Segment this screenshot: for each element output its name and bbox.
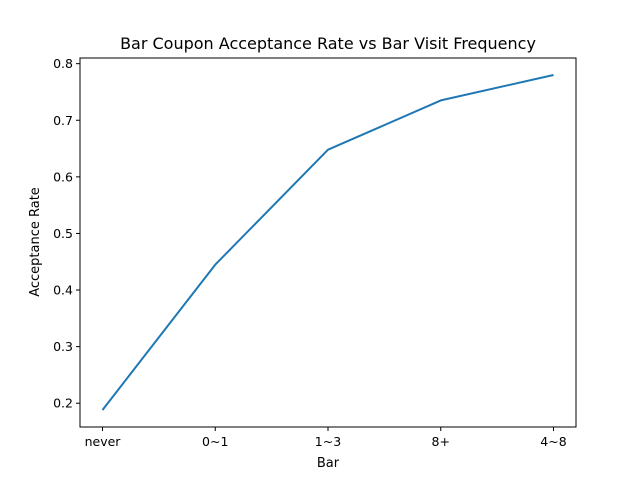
series-layer <box>101 74 554 411</box>
y-tick-label: 0.6 <box>53 169 73 184</box>
x-tick-label: 4~8 <box>540 434 566 449</box>
x-tick-label: 1~3 <box>315 434 341 449</box>
x-axis-label: Bar <box>317 456 340 471</box>
x-tick-label: 8+ <box>432 434 450 449</box>
y-tick-label: 0.7 <box>53 113 73 128</box>
y-tick-label: 0.5 <box>53 226 73 241</box>
y-axis: 0.2 0.3 0.4 0.5 0.6 0.7 0.8 <box>53 56 80 411</box>
plot-area <box>79 57 577 428</box>
y-tick-label: 0.2 <box>53 396 73 411</box>
series-line <box>101 74 554 411</box>
x-axis: never 0~1 1~3 8+ 4~8 <box>85 427 567 449</box>
chart-title: Bar Coupon Acceptance Rate vs Bar Visit … <box>120 34 536 53</box>
y-tick-label: 0.4 <box>53 283 73 298</box>
x-tick-label: 0~1 <box>202 434 228 449</box>
y-axis-label: Acceptance Rate <box>28 187 43 297</box>
y-tick-label: 0.8 <box>53 56 73 71</box>
x-tick-label: never <box>85 434 122 449</box>
y-tick-label: 0.3 <box>53 339 73 354</box>
plot-frame <box>79 57 577 428</box>
